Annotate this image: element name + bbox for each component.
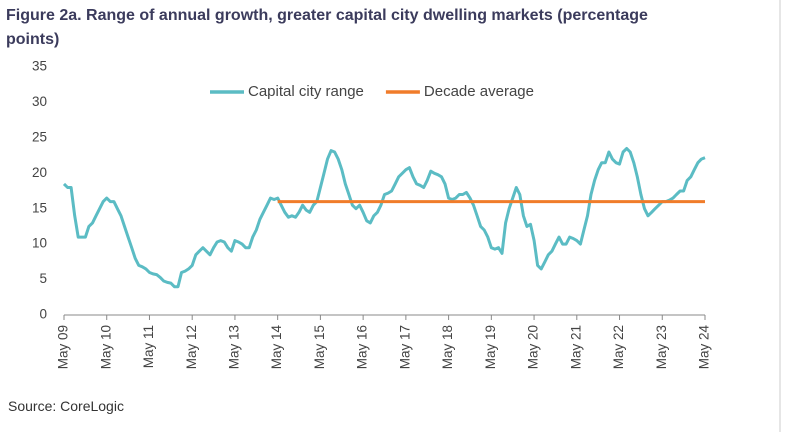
x-tick-label: May 17 <box>397 325 412 369</box>
x-tick-label: May 09 <box>56 325 71 369</box>
x-tick-label: May 23 <box>654 325 669 369</box>
series-line <box>62 147 706 289</box>
y-tick-label: 0 <box>39 307 47 322</box>
chart-title: Figure 2a. Range of annual growth, great… <box>6 7 648 48</box>
y-tick-label: 5 <box>39 271 47 286</box>
x-tick-label: May 20 <box>526 325 541 369</box>
x-tick-label: May 15 <box>312 325 327 369</box>
x-tick-label: May 24 <box>697 325 712 370</box>
x-tick-label: May 12 <box>184 325 199 369</box>
x-tick-label: May 21 <box>568 325 583 369</box>
y-tick-label: 20 <box>32 165 47 180</box>
y-tick-label: 15 <box>32 200 47 215</box>
legend-label: Decade average <box>424 83 534 100</box>
source-note: Source: CoreLogic <box>8 398 124 414</box>
y-tick-label: 25 <box>32 129 47 144</box>
x-tick-label: May 16 <box>355 325 370 369</box>
x-tick-label: May 11 <box>141 325 156 368</box>
x-tick-label: May 18 <box>440 325 455 369</box>
x-tick-label: May 10 <box>98 325 113 369</box>
y-tick-label: 10 <box>32 236 47 251</box>
legend-label: Capital city range <box>248 83 364 100</box>
y-tick-label: 35 <box>32 59 47 74</box>
x-tick-label: May 19 <box>483 325 498 369</box>
y-tick-label: 30 <box>32 94 47 109</box>
x-tick-label: May 22 <box>611 325 626 369</box>
x-tick-label: May 14 <box>269 325 284 370</box>
x-tick-label: May 13 <box>226 325 241 369</box>
